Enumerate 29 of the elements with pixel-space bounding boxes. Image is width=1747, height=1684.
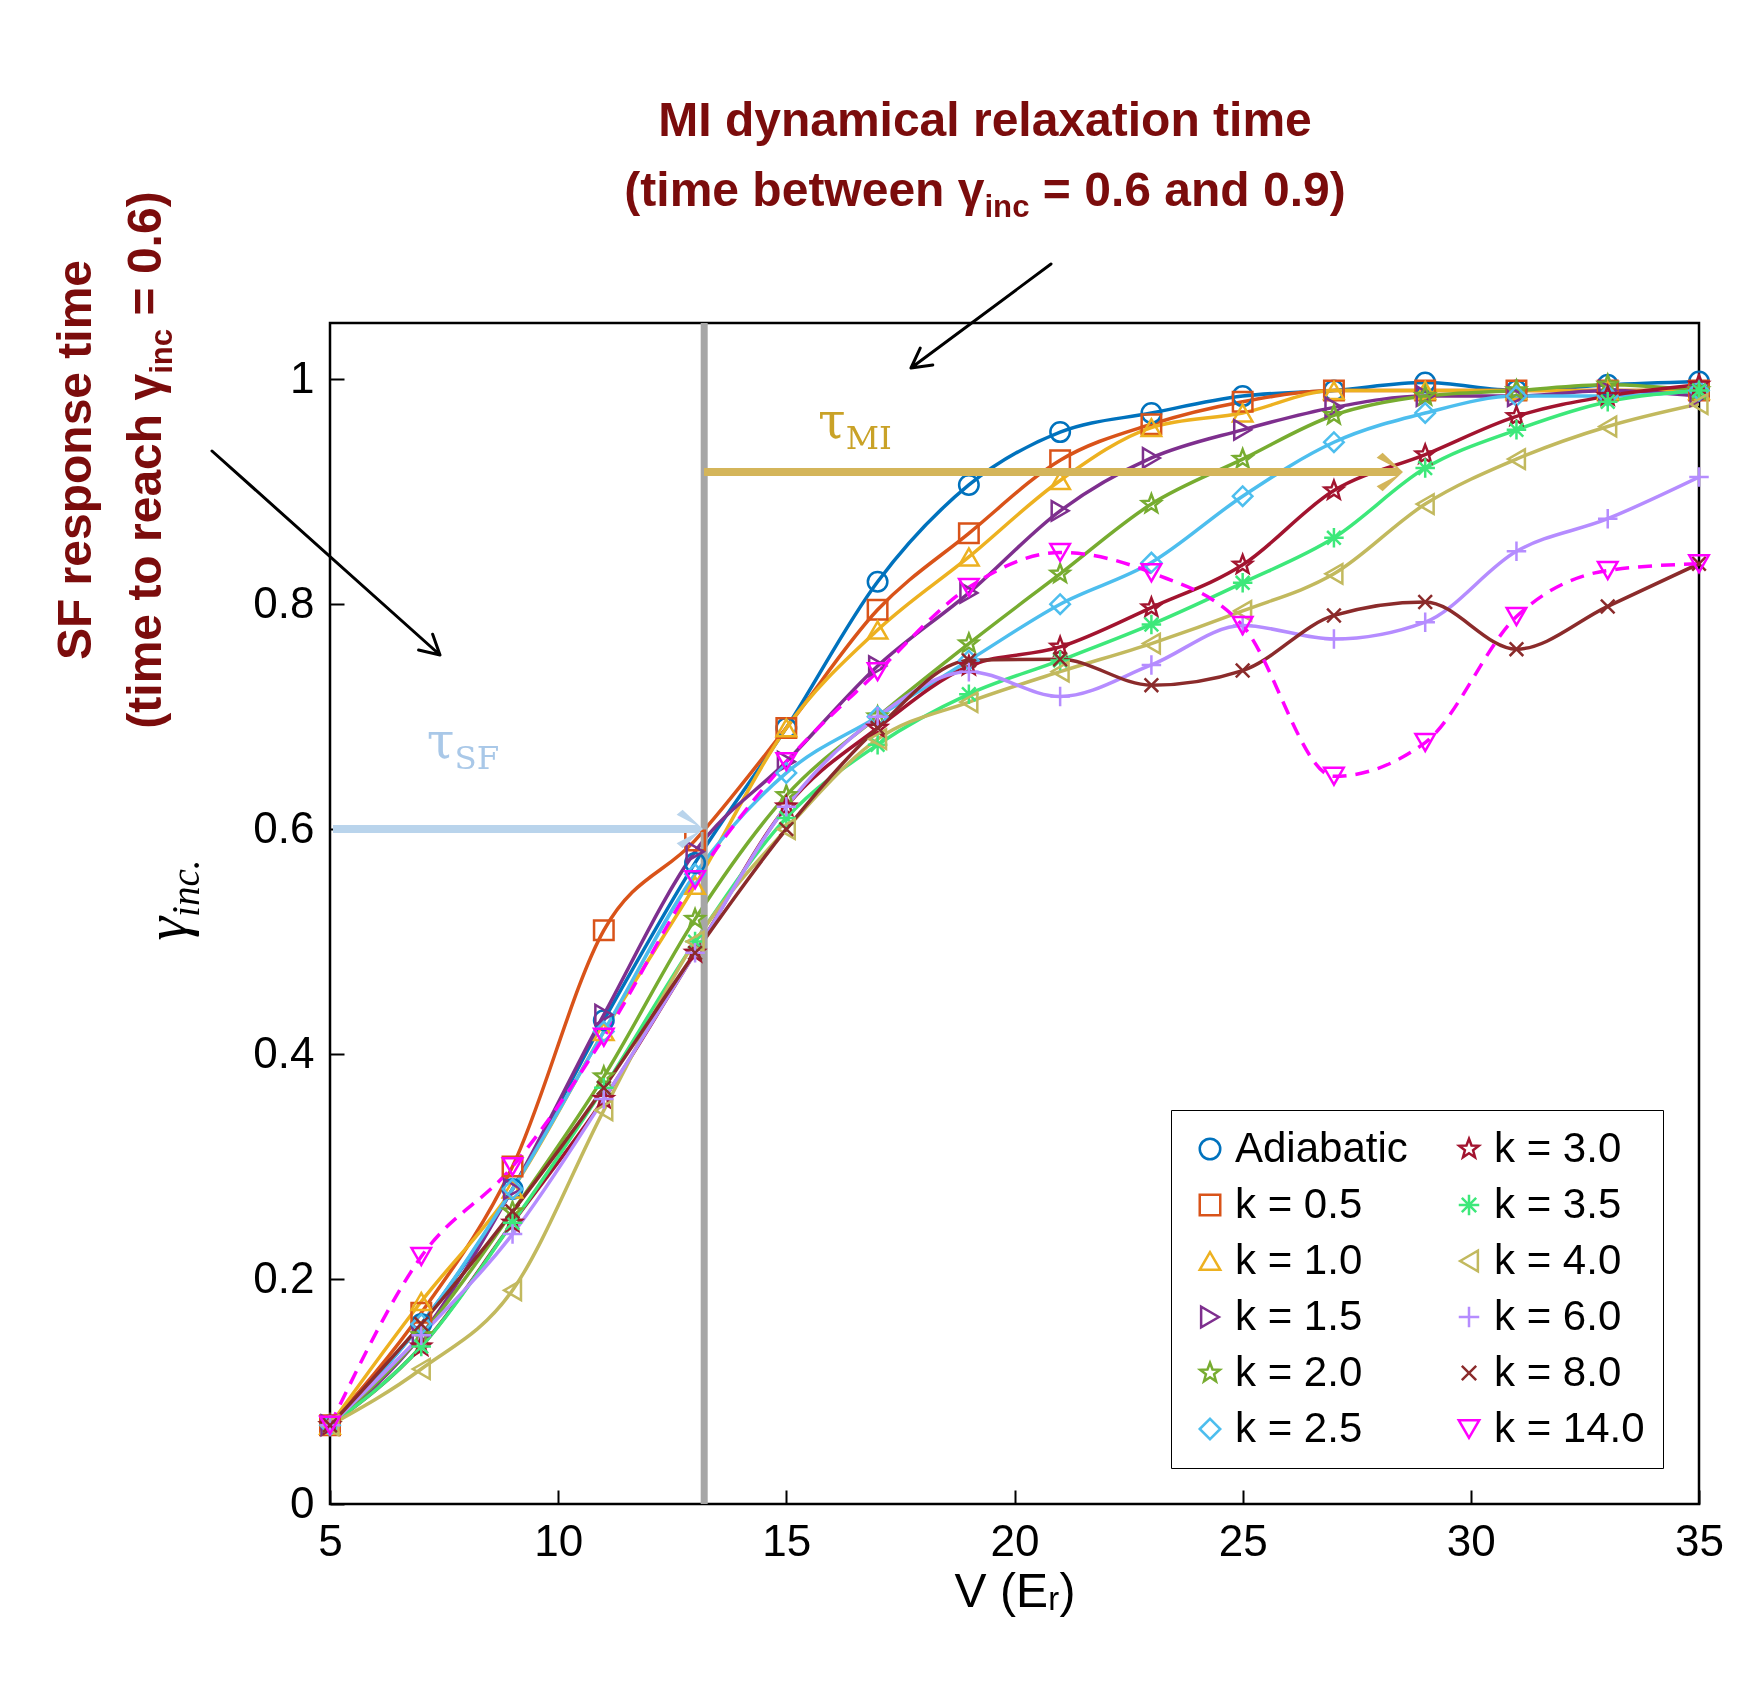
legend-label: Adiabatic [1235, 1124, 1408, 1171]
annotation: τ$_{SF}$ [426, 712, 500, 777]
legend-label: k = 3.5 [1494, 1180, 1622, 1227]
y-tick-label: 0 [290, 1477, 315, 1527]
text: MI dynamical relaxation time (time between γ$_{inc}$ = 0.6 and 0.9) [624, 92, 1346, 226]
y-tick-label: 1 [290, 352, 315, 402]
x-tick-label: 35 [1675, 1515, 1724, 1565]
y-tick-label: 0.8 [253, 577, 315, 627]
legend-label: k = 0.5 [1235, 1180, 1363, 1227]
legend-label: k = 6.0 [1494, 1292, 1622, 1339]
y-tick-label: 0.2 [253, 1252, 315, 1302]
x-tick-label: 15 [762, 1515, 812, 1565]
x-tick-label: 30 [1446, 1515, 1496, 1565]
x-tick-label: 5 [318, 1515, 343, 1565]
legend-label: k = 1.5 [1235, 1292, 1363, 1339]
x-axis-title: V (Eᵣ) [954, 1563, 1076, 1617]
y-tick-label: 0.6 [253, 802, 315, 852]
x-tick-label: 10 [534, 1515, 584, 1565]
x-tick-label: 20 [990, 1515, 1040, 1565]
legend-label: k = 4.0 [1494, 1236, 1622, 1283]
annotation: τ$_{MI}$ [818, 392, 892, 457]
y-tick-label: 0.4 [253, 1027, 315, 1077]
legend-label: k = 14.0 [1494, 1404, 1645, 1451]
legend-label: k = 3.0 [1494, 1124, 1622, 1171]
legend-label: k = 2.0 [1235, 1348, 1363, 1395]
legend-label: k = 2.5 [1235, 1404, 1363, 1451]
legend-label: k = 1.0 [1235, 1236, 1363, 1283]
x-tick-label: 25 [1218, 1515, 1268, 1565]
legend-label: k = 8.0 [1494, 1348, 1622, 1395]
